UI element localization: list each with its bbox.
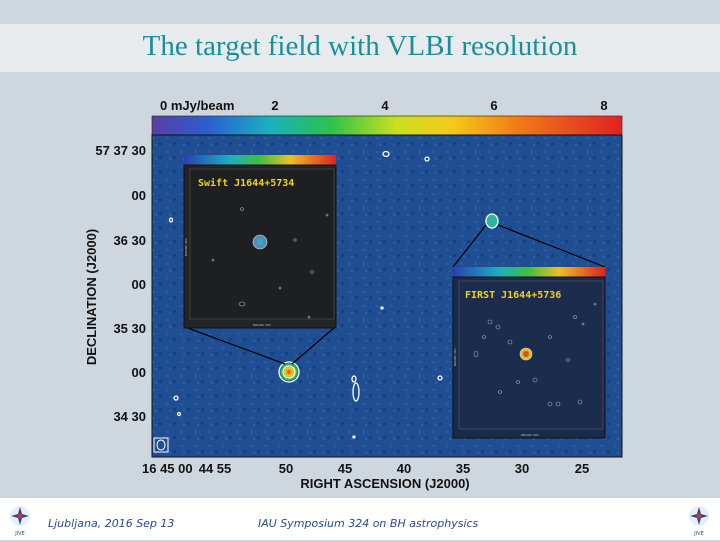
dec-tick: 00 (132, 188, 146, 203)
jive-logo-right: JIVE (682, 503, 716, 537)
ra-tick: 16 45 00 (142, 461, 193, 476)
inset-first: FIRST J1644+5736 MIIIARC SEC MIIIARC SEC (452, 267, 606, 439)
inset-swift: Swift J1644+5734 MIIIARC SEC MIIIARC SEC (183, 155, 337, 329)
connector-line (291, 326, 336, 365)
inset-first-label: FIRST J1644+5736 (465, 290, 561, 301)
inset-first-xlabel: MIIIARC SEC (521, 433, 539, 437)
inset-swift-label: Swift J1644+5734 (198, 177, 294, 189)
inset-swift-ylabel: MIIIARC SEC (184, 238, 188, 256)
ra-tick: 44 55 (199, 461, 232, 476)
dec-tick: 00 (132, 365, 146, 380)
jive-logo-text: JIVE (15, 531, 25, 537)
ra-tick: 45 (338, 461, 352, 476)
dec-tick: 34 30 (113, 409, 146, 424)
slide-title: The target field with VLBI resolution (142, 30, 578, 62)
map-contours (168, 150, 443, 439)
inset-swift-xlabel: MIIIARC SEC (253, 323, 271, 327)
colorbar (151, 115, 623, 136)
beam-box (153, 437, 169, 453)
dec-tick: 57 37 30 (95, 143, 146, 158)
radio-map-figure: 0 mJy/beam 2 4 6 8 DECLINATION (J2000) 5… (80, 92, 635, 497)
ra-tick: 35 (456, 461, 470, 476)
ra-tick: 40 (397, 461, 411, 476)
connector-line (452, 224, 487, 268)
first-source-contour (485, 213, 499, 229)
radio-map-svg: 0 mJy/beam 2 4 6 8 DECLINATION (J2000) 5… (84, 98, 623, 491)
ra-tick: 25 (575, 461, 589, 476)
ra-tick: 30 (515, 461, 529, 476)
dec-tick: 00 (132, 277, 146, 292)
dec-tick: 36 30 (113, 233, 146, 248)
first-source (486, 214, 498, 228)
swift-source-contour (278, 361, 300, 383)
jive-logo-text: JIVE (694, 531, 704, 537)
jive-logo-icon (10, 506, 30, 526)
dec-axis-label: DECLINATION (J2000) (84, 229, 99, 365)
ra-axis-label: RIGHT ASCENSION (J2000) (300, 476, 469, 491)
colorbar-tick: 4 (381, 98, 389, 113)
footer: JIVE Ljubljana, 2016 Sep 13 IAU Symposiu… (0, 498, 720, 540)
connector-line (497, 224, 606, 268)
dec-tick: 35 30 (113, 321, 146, 336)
beam-ellipse (156, 439, 166, 451)
swift-source-contour (282, 365, 296, 379)
colorbar-tick: 2 (271, 98, 278, 113)
inset-first-ylabel: MIIIARC SEC (453, 348, 457, 366)
title-band (0, 24, 720, 72)
colorbar-label: 0 mJy/beam (160, 98, 234, 113)
ra-tick: 50 (279, 461, 293, 476)
jive-logo-left: JIVE (3, 503, 37, 537)
colorbar-tick: 8 (600, 98, 607, 113)
colorbar-tick: 6 (490, 98, 497, 113)
connector-line (184, 326, 286, 365)
footer-location-date: Ljubljana, 2016 Sep 13 (48, 517, 175, 530)
footer-event: IAU Symposium 324 on BH astrophysics (258, 517, 479, 530)
jive-logo-icon (689, 506, 709, 526)
swift-source (278, 361, 300, 383)
